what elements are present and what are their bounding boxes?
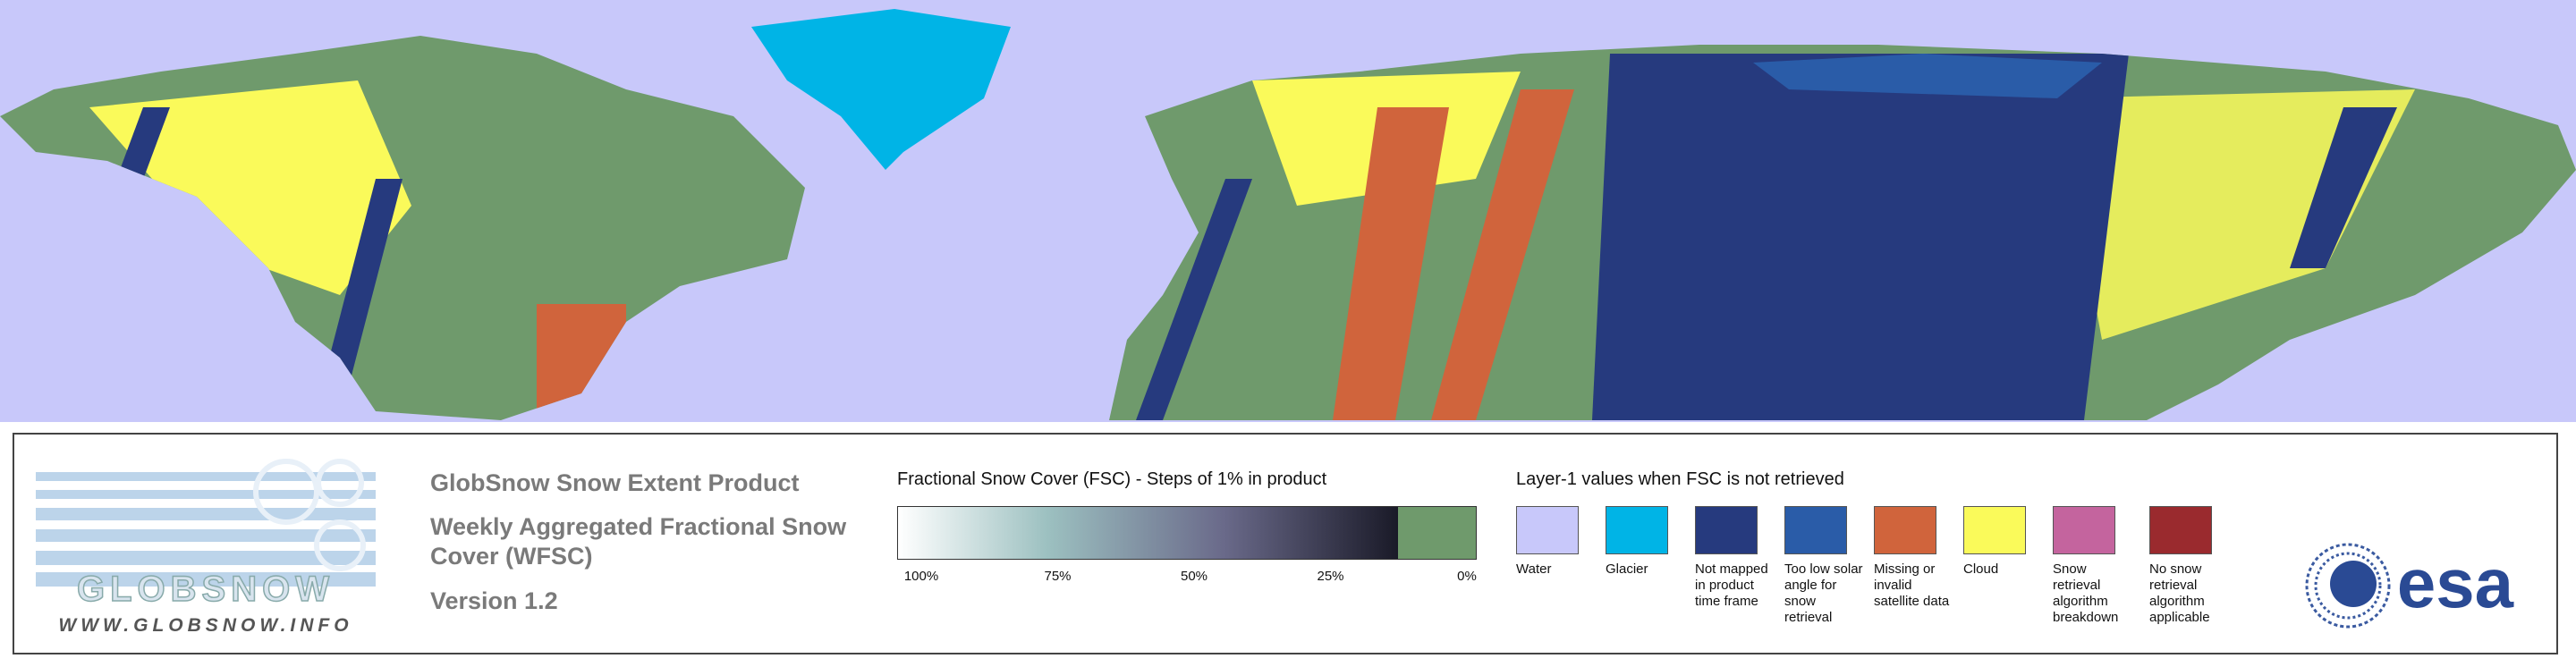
legend-swatch (1516, 506, 1579, 554)
fsc-gradient (898, 507, 1399, 559)
colorbar-tick-label: 25% (1317, 569, 1344, 584)
legend-label: Snow retrieval algorithm breakdown (2053, 561, 2119, 625)
legend-label: Glacier (1606, 561, 1648, 577)
legend-swatch (1695, 506, 1758, 554)
legend-swatch (1874, 506, 1936, 554)
legend-swatch (2149, 506, 2212, 554)
legend-label: Missing or invalid satellite data (1874, 561, 1950, 609)
esa-text: esa (2397, 544, 2514, 622)
fsc-zero (1398, 507, 1476, 559)
colorbar-tick-label: 50% (1180, 569, 1208, 584)
colorbar-tick-label: 100% (903, 569, 939, 584)
logo-url: WWW.GLOBSNOW.INFO (58, 615, 352, 636)
product-version: Version 1.2 (430, 587, 558, 614)
legend-swatch (1784, 506, 1847, 554)
product-subtitle: Weekly Aggregated Fractional Snow Cover … (430, 513, 847, 570)
legend-label: Too low solar angle for snow retrieval (1784, 561, 1863, 625)
land (0, 36, 2576, 420)
snow-map (0, 0, 2576, 422)
esa-logo: esa (2305, 543, 2514, 629)
legend-label: Not mapped in product time frame (1695, 561, 1768, 609)
legend-label: Cloud (1963, 561, 1999, 577)
legend-swatch (1963, 506, 2026, 554)
arctic (1753, 54, 2102, 98)
legend-swatch (2053, 506, 2115, 554)
legend-label: Water (1516, 561, 1552, 577)
legend-swatch (1606, 506, 1668, 554)
legend-label: No snow retrieval algorithm applicable (2149, 561, 2210, 625)
greenland (751, 9, 1011, 170)
globsnow-logo: GLOBSNOW WWW.GLOBSNOW.INFO (36, 459, 376, 636)
colorbar-tick-label: 75% (1044, 569, 1072, 584)
colorbar-title: Fractional Snow Cover (FSC) - Steps of 1… (897, 469, 1327, 489)
colorbar-tick-label: 0% (1457, 569, 1477, 584)
legend-panel (13, 433, 2558, 654)
layer1-title: Layer-1 values when FSC is not retrieved (1516, 469, 1844, 489)
product-title: GlobSnow Snow Extent Product (430, 469, 800, 496)
logo-name: GLOBSNOW (77, 570, 335, 609)
colorbar (897, 506, 1477, 560)
